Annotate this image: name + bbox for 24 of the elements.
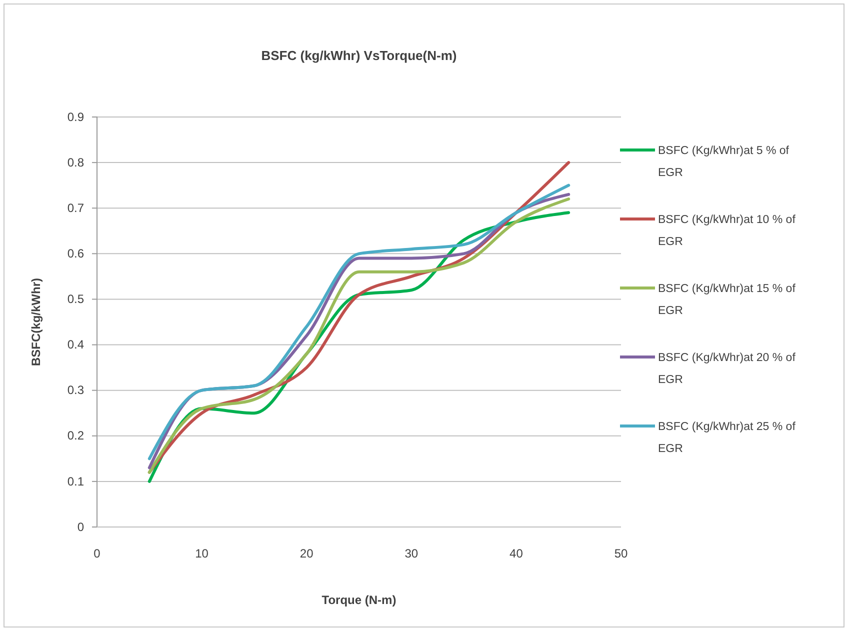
legend-label: BSFC (Kg/kWhr)at 15 % of EGR	[658, 283, 796, 317]
x-axis-title: Torque (N-m)	[322, 593, 396, 607]
y-tick-label: 0.5	[67, 292, 84, 306]
x-tick-label: 10	[195, 546, 209, 561]
legend-label: BSFC (Kg/kWhr)at 5 % of EGR	[658, 145, 790, 179]
y-tick-label: 0.3	[67, 383, 84, 398]
x-tick-label: 40	[510, 546, 524, 561]
y-tick-label: 0	[77, 520, 84, 534]
legend-label: BSFC (Kg/kWhr)at 25 % of EGR	[658, 421, 796, 455]
x-tick-label: 20	[300, 546, 314, 561]
x-tick-label: 30	[404, 546, 418, 561]
x-tick-label: 0	[94, 546, 101, 561]
y-tick-label: 0.4	[67, 338, 84, 352]
y-tick-label: 0.1	[67, 474, 84, 488]
legend-label: BSFC (Kg/kWhr)at 20 % of EGR	[658, 352, 796, 386]
y-tick-label: 0.2	[67, 428, 84, 443]
y-axis-title: BSFC(kg/kWhr)	[29, 278, 43, 366]
y-tick-label: 0.8	[67, 155, 84, 170]
y-tick-label: 0.6	[67, 246, 84, 261]
chart-title: BSFC (kg/kWhr) VsTorque(N-m)	[261, 48, 457, 63]
y-tick-label: 0.7	[67, 200, 84, 215]
legend-label: BSFC (Kg/kWhr)at 10 % of EGR	[658, 214, 796, 248]
x-tick-label: 50	[614, 546, 628, 561]
y-tick-label: 0.9	[67, 110, 84, 124]
